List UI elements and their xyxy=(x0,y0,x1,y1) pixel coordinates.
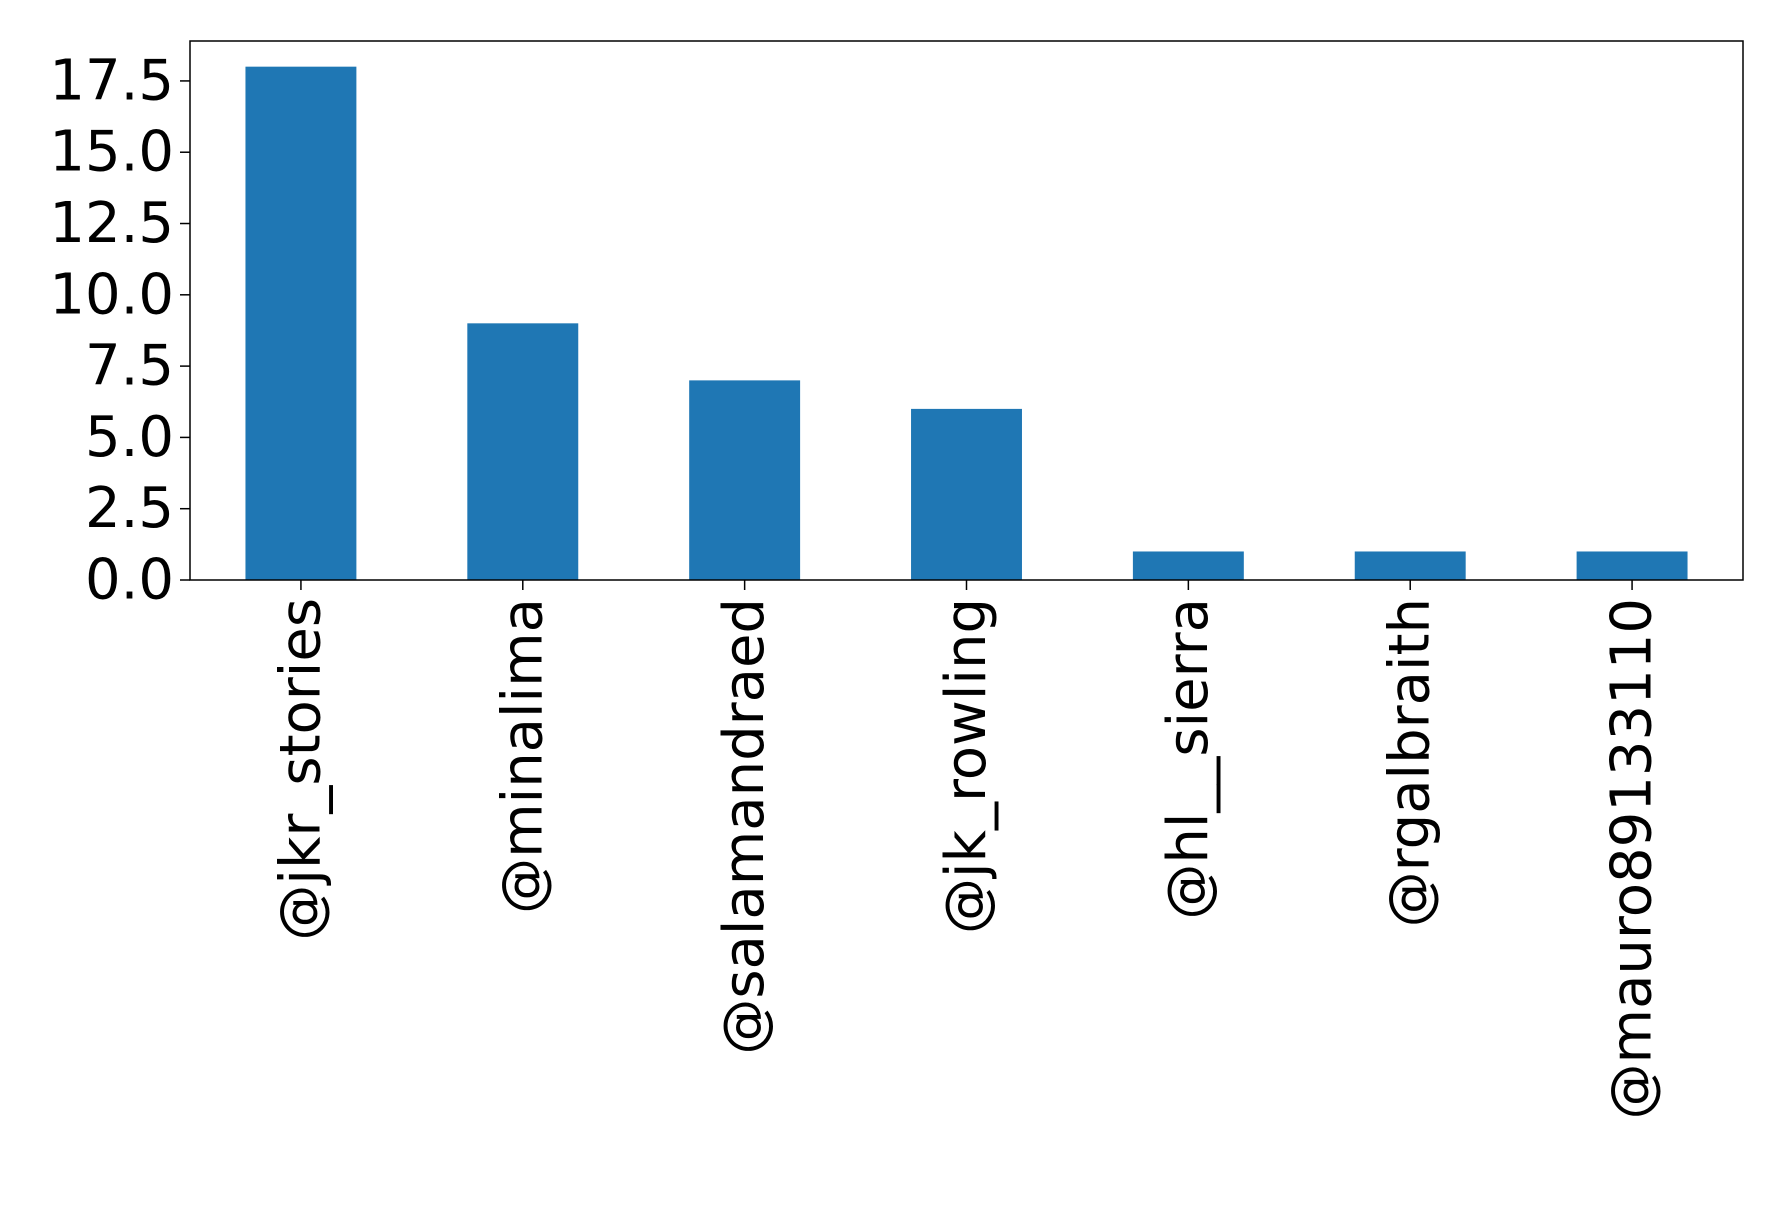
x-tick-label-1: @minalima xyxy=(490,598,555,914)
y-tick-label-1: 2.5 xyxy=(85,476,174,541)
x-tick-label-5: @rgalbraith xyxy=(1378,598,1443,927)
y-tick-label-3: 7.5 xyxy=(85,334,174,399)
x-tick-label-4: @hl__sierra xyxy=(1156,598,1221,920)
bar-3 xyxy=(911,408,1022,580)
y-tick-label-2: 5.0 xyxy=(85,405,174,470)
bar-2 xyxy=(689,380,801,580)
x-tick-label-2: @salamandraed xyxy=(712,598,777,1055)
x-tick-label-3: @jk_rowling xyxy=(934,598,999,934)
x-tick-label-6: @mauro89133110 xyxy=(1600,598,1665,1119)
bar-5 xyxy=(1354,551,1466,580)
bar-1 xyxy=(467,323,579,580)
y-axis: 0.0 2.55.07.5 10.012.515.0 17.5 xyxy=(49,48,190,613)
y-tick-label-4: 10.0 xyxy=(49,262,174,327)
bar-0 xyxy=(245,66,357,581)
bar-6 xyxy=(1576,551,1688,580)
y-tick-label-5: 12.5 xyxy=(49,191,174,256)
y-tick-label-7: 17.5 xyxy=(49,48,174,113)
y-tick-label-0: 0.0 xyxy=(85,548,174,613)
x-axis: @jkr_stories @minalima @salamandraed @jk_ro… xyxy=(268,580,1665,1119)
y-tick-label-6: 15.0 xyxy=(49,120,174,185)
x-tick-label-0: @jkr_stories xyxy=(268,598,333,941)
plot-frame xyxy=(189,40,1744,581)
bars-group xyxy=(245,66,1688,581)
bar-4 xyxy=(1132,551,1244,580)
